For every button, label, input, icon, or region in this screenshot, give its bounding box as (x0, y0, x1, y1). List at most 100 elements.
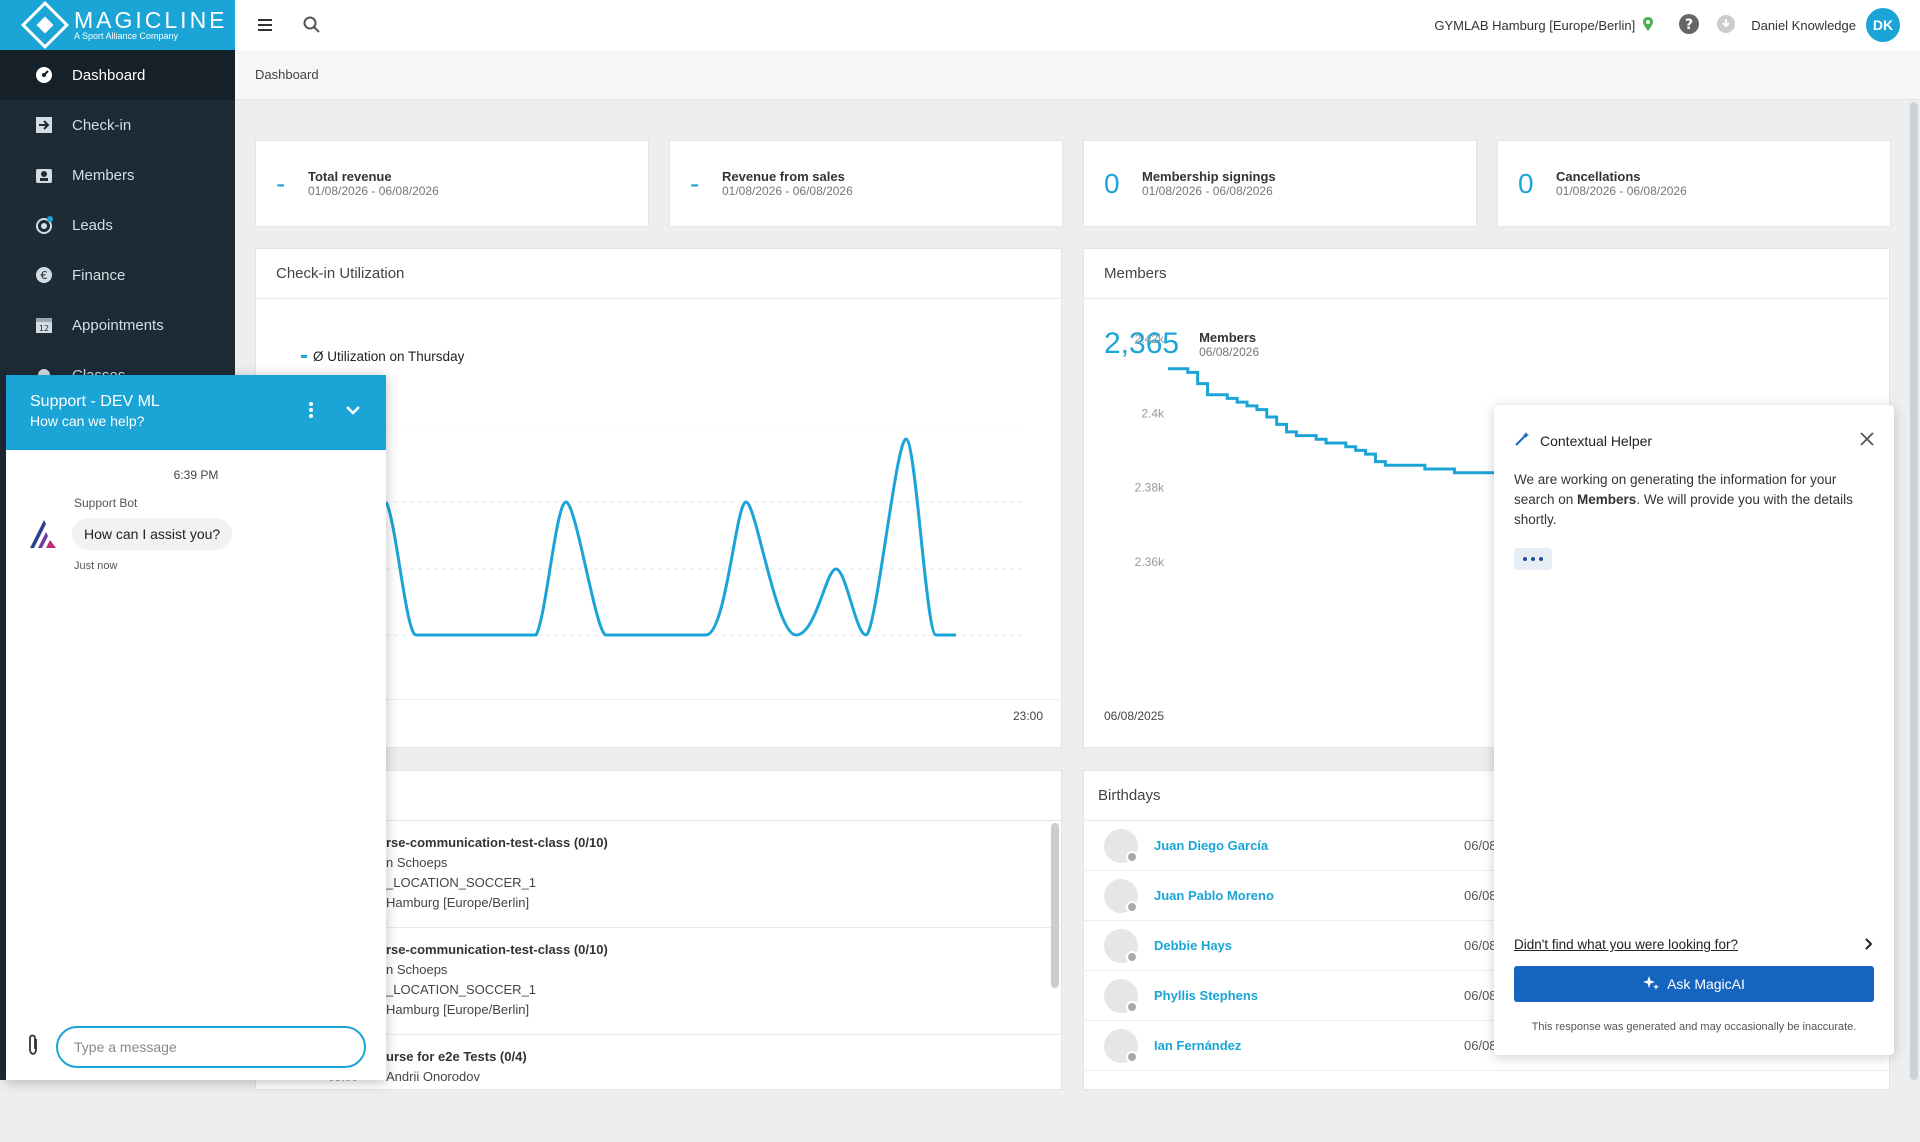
attachment-icon[interactable] (26, 1033, 40, 1062)
topbar: GYMLAB Hamburg [Europe/Berlin] ? Daniel … (235, 0, 1920, 50)
checkin-utilization-panel: Check-in Utilization Ø Utilization on Th… (255, 248, 1062, 748)
kpi-date: 01/08/2026 - 06/08/2026 (308, 184, 439, 198)
user-name[interactable]: Daniel Knowledge (1751, 17, 1856, 33)
chat-message-input[interactable] (56, 1026, 366, 1068)
help-icon[interactable]: ? (1679, 13, 1700, 37)
ai-disclaimer: This response was generated and may occa… (1531, 1021, 1857, 1033)
bot-name: Support Bot (74, 496, 138, 510)
kpi-value: - (276, 167, 286, 199)
birthday-name[interactable]: Juan Pablo Moreno (1154, 888, 1274, 903)
location-selector[interactable]: GYMLAB Hamburg [Europe/Berlin] (1434, 17, 1636, 33)
leads-icon (34, 215, 54, 235)
download-icon[interactable] (1717, 14, 1736, 36)
class-room: _LOCATION_SOCCER_1 (386, 982, 537, 997)
class-location: Hamburg [Europe/Berlin] (386, 895, 530, 910)
class-name: rse-communication-test-class (0/10) (386, 942, 608, 957)
ask-magicai-button[interactable]: Ask MagicAI (1514, 966, 1874, 1002)
helper-message: We are working on generating the informa… (1514, 472, 1853, 527)
kpi-total-revenue[interactable]: - Total revenue 01/08/2026 - 06/08/2026 (255, 140, 649, 227)
calendar-icon: 12 (34, 315, 54, 335)
more-options-icon[interactable] (308, 401, 314, 424)
sparkle-icon (1643, 975, 1660, 994)
sidebar-item-finance[interactable]: € Finance (0, 250, 235, 300)
brand-sub: A Sport Alliance Company (74, 31, 179, 41)
sidebar-item-appointments[interactable]: 12 Appointments (0, 300, 235, 350)
birthday-date: 06/08 (1464, 888, 1497, 903)
breadcrumb: Dashboard (235, 50, 1920, 100)
kpi-value: 0 (1518, 167, 1534, 199)
panel-title: Check-in Utilization (256, 249, 1061, 299)
list-item[interactable]: urse for e2e Tests (0/4) 09:00Andrii Ono… (328, 1035, 1061, 1142)
scrollbar[interactable] (1051, 823, 1059, 988)
table-row[interactable]: Juan Pablo Moreno 06/08 (1084, 871, 1889, 921)
birthday-name[interactable]: Ian Fernández (1154, 1038, 1242, 1053)
svg-text:€: € (41, 269, 48, 282)
legend-label: Ø Utilization on Thursday (313, 349, 465, 364)
y-tick-label: 2.42k (1135, 332, 1165, 346)
dashboard-icon (34, 65, 54, 85)
brand-logo[interactable]: MAGICLINE A Sport Alliance Company (0, 0, 235, 50)
avatar (1104, 928, 1138, 963)
sidebar-item-members[interactable]: Members (0, 150, 235, 200)
bot-avatar-icon (30, 520, 56, 548)
search-icon[interactable] (301, 14, 323, 36)
panel-title: Birthdays (1084, 771, 1889, 821)
sidebar-item-label: Check-in (72, 116, 132, 134)
magicline-logo-icon (20, 0, 70, 50)
utilization-chart (384, 429, 1026, 637)
message-time: Just now (74, 560, 118, 572)
support-chat-widget: Support - DEV ML How can we help? 6:39 P… (6, 375, 386, 1080)
table-row[interactable]: Debbie Hays 06/08 (1084, 921, 1889, 971)
kpi-cancellations[interactable]: 0 Cancellations 01/08/2026 - 06/08/2026 (1497, 140, 1891, 227)
birthday-date: 06/08 (1464, 938, 1497, 953)
kpi-revenue-sales[interactable]: - Revenue from sales 01/08/2026 - 06/08/2… (669, 140, 1063, 227)
birthday-name[interactable]: Phyllis Stephens (1154, 988, 1259, 1003)
breadcrumb-item[interactable]: Dashboard (255, 67, 319, 82)
kpi-title: Membership signings (1142, 169, 1276, 184)
chat-timestamp: 6:39 PM (173, 468, 219, 482)
chat-title: Support - DEV ML (30, 393, 160, 410)
y-tick-label: 2.36k (1135, 555, 1165, 569)
chat-header: Support - DEV ML How can we help? (6, 375, 386, 450)
close-icon[interactable] (1860, 432, 1874, 449)
class-name: rse-communication-test-class (0/10) (386, 835, 608, 850)
avatar (1104, 1028, 1138, 1063)
x-axis-start-label: 06/08/2025 (1104, 709, 1165, 723)
y-tick-label: 2.38k (1135, 481, 1165, 495)
sidebar-item-label: Members (72, 166, 135, 184)
class-trainer: n Schoeps (386, 855, 448, 870)
birthday-date: 06/08 (1464, 838, 1497, 853)
sidebar-item-checkin[interactable]: Check-in (0, 100, 235, 150)
table-row[interactable]: Ian Fernández 06/08 (1084, 1021, 1889, 1071)
list-item[interactable]: rse-communication-test-class (0/10) n Sc… (386, 821, 1061, 928)
avatar[interactable]: DK (1866, 8, 1900, 42)
x-axis-end-label: 23:00 (1012, 709, 1043, 723)
svg-text:?: ? (1685, 17, 1693, 33)
class-room: _LOCATION_SOCCER_1 (386, 875, 537, 890)
location-pin-icon (1643, 16, 1654, 34)
birthday-name[interactable]: Juan Diego García (1154, 838, 1269, 853)
table-row[interactable]: Juan Diego García 06/08 (1084, 821, 1889, 871)
sidebar-item-leads[interactable]: Leads (0, 200, 235, 250)
not-found-link[interactable]: Didn't find what you were looking for? (1514, 937, 1874, 954)
brand-name: MAGICLINE (74, 7, 228, 33)
list-item[interactable]: rse-communication-test-class (0/10) n Sc… (386, 928, 1061, 1035)
chevron-down-icon[interactable] (344, 401, 362, 424)
checkin-icon (34, 115, 54, 135)
contextual-helper-panel: Contextual Helper We are working on gene… (1494, 405, 1894, 1055)
menu-icon[interactable] (255, 14, 277, 36)
kpi-date: 01/08/2026 - 06/08/2026 (1556, 184, 1687, 198)
birthday-name[interactable]: Debbie Hays (1154, 938, 1233, 953)
page-scrollbar[interactable] (1910, 102, 1918, 1080)
table-row[interactable]: Phyllis Stephens 06/08 (1084, 971, 1889, 1021)
y-tick-label: 2.4k (1141, 406, 1165, 420)
utilization-line (384, 437, 956, 637)
chart-legend[interactable]: Ø Utilization on Thursday (301, 349, 464, 364)
finance-icon: € (34, 265, 54, 285)
magic-wand-icon (1514, 431, 1530, 450)
sidebar-item-label: Dashboard (72, 66, 146, 84)
kpi-membership-signings[interactable]: 0 Membership signings 01/08/2026 - 06/08/… (1083, 140, 1477, 227)
sidebar-item-label: Appointments (72, 316, 164, 334)
legend-swatch (301, 355, 307, 358)
sidebar-item-dashboard[interactable]: Dashboard (0, 50, 235, 100)
